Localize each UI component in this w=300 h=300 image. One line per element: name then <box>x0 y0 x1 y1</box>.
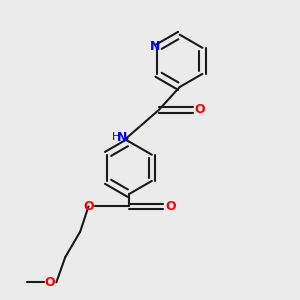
Text: O: O <box>83 200 94 213</box>
Text: O: O <box>165 200 175 213</box>
Text: N: N <box>149 40 160 53</box>
Text: H: H <box>112 132 120 142</box>
Text: O: O <box>195 103 205 116</box>
Text: O: O <box>44 276 55 289</box>
Text: N: N <box>117 131 127 144</box>
